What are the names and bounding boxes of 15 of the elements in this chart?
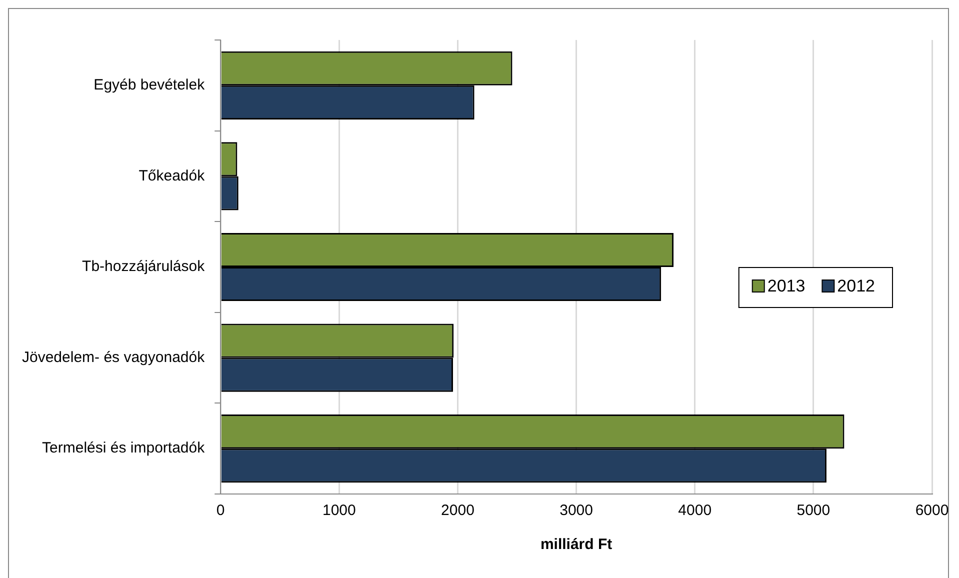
x-axis-title: milliárd Ft [540,536,612,554]
x-tick-label: 1000 [322,502,356,520]
x-tick-label: 0 [216,502,225,520]
x-tick-label: 4000 [678,502,712,520]
x-tick-label: 6000 [915,502,949,520]
y-tick-label: Tb-hozzájárulások [82,258,206,276]
y-tick-label: Tőkeadók [138,167,206,184]
x-tick-label: 5000 [796,502,830,520]
y-tick-label: Jövedelem- és vagyonadók [22,348,206,366]
x-tick-label: 3000 [560,502,593,520]
legend-label: 2013 [767,276,806,296]
y-tick-label: Egyéb bevételek [94,76,206,94]
y-tick-label: Termelési és importadók [42,440,206,457]
x-tick-label: 2000 [441,502,474,520]
legend-label: 2012 [837,276,876,296]
